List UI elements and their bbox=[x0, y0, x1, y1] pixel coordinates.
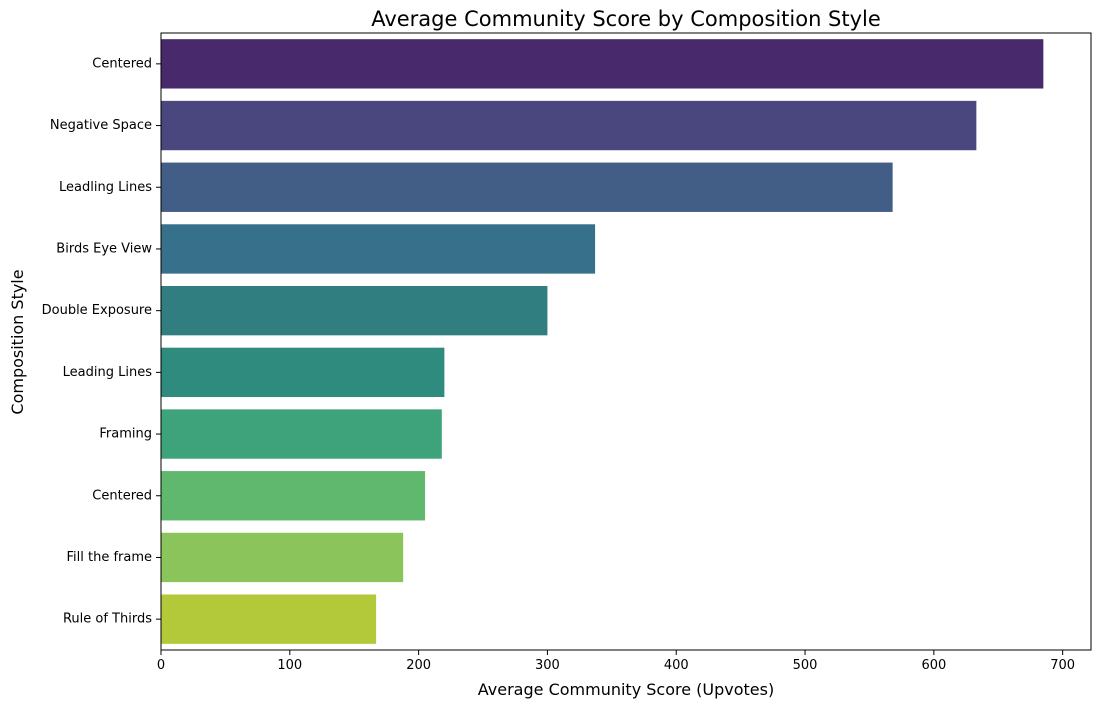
y-axis: Centered Negative Space Leadling Lines Bird… bbox=[42, 56, 161, 627]
y-tick-label-2: Leadling Lines bbox=[59, 180, 152, 195]
bar-5 bbox=[161, 347, 445, 398]
chart-title: Average Community Score by Composition S… bbox=[371, 7, 881, 31]
x-tick-label-6: 600 bbox=[921, 658, 946, 673]
bar-0 bbox=[161, 39, 1044, 89]
y-tick-label-0: Centered bbox=[92, 56, 152, 71]
y-tick-label-9: Rule of Thirds bbox=[63, 612, 152, 627]
y-tick-label-5: Leading Lines bbox=[63, 365, 153, 380]
y-tick-label-1: Negative Space bbox=[50, 118, 152, 133]
bar-2 bbox=[161, 162, 893, 212]
x-tick-label-2: 200 bbox=[406, 658, 431, 673]
x-tick-label-0: 0 bbox=[157, 658, 165, 673]
x-tick-label-1: 100 bbox=[277, 658, 302, 673]
y-tick-label-6: Framing bbox=[99, 427, 152, 442]
x-tick-label-5: 500 bbox=[793, 658, 818, 673]
y-axis-title: Composition Style bbox=[8, 269, 27, 414]
bar-3 bbox=[161, 224, 596, 274]
bar-7 bbox=[161, 471, 426, 521]
bar-8 bbox=[161, 532, 404, 583]
bars-layer bbox=[161, 39, 1044, 644]
x-tick-label-4: 400 bbox=[664, 658, 689, 673]
x-tick-label-7: 700 bbox=[1050, 658, 1075, 673]
y-tick-label-7: Centered bbox=[92, 488, 152, 503]
y-tick-label-4: Double Exposure bbox=[42, 303, 152, 318]
y-tick-label-3: Birds Eye View bbox=[56, 241, 152, 256]
bar-1 bbox=[161, 100, 977, 151]
y-tick-label-8: Fill the frame bbox=[66, 550, 152, 565]
x-tick-label-3: 300 bbox=[535, 658, 560, 673]
x-axis-title: Average Community Score (Upvotes) bbox=[478, 680, 774, 699]
bar-4 bbox=[161, 285, 548, 336]
bar-6 bbox=[161, 409, 442, 459]
x-axis: 0 100 200 300 400 500 600 700 bbox=[157, 650, 1075, 673]
plot-frame bbox=[160, 32, 1092, 651]
bar-9 bbox=[161, 594, 377, 644]
